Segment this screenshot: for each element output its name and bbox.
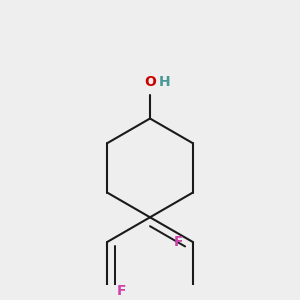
Text: H: H bbox=[159, 75, 171, 89]
Text: F: F bbox=[173, 235, 183, 249]
Text: F: F bbox=[117, 284, 127, 298]
Text: O: O bbox=[144, 75, 156, 89]
